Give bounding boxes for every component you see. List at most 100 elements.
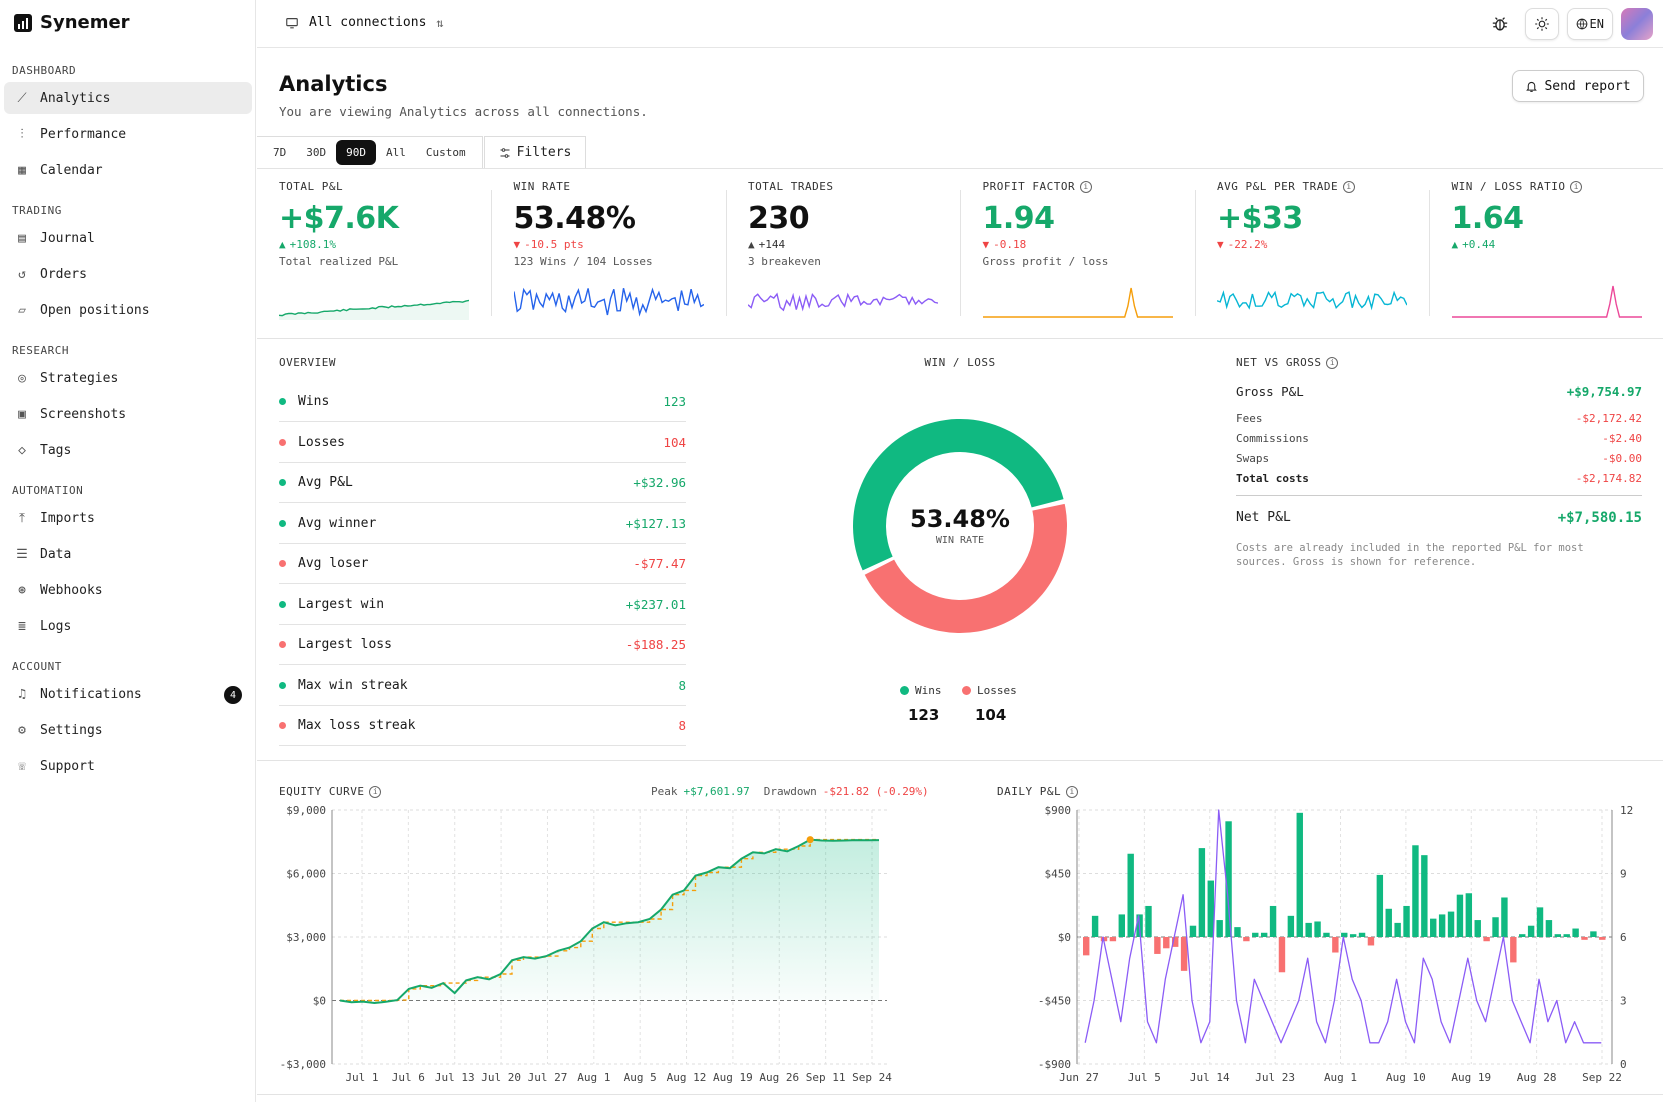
kpi-value: 53.48%: [513, 201, 636, 236]
sidebar-item-performance[interactable]: ⫶ Performance: [4, 118, 252, 150]
cost-label: Commissions: [1236, 432, 1309, 445]
daily-bar[interactable]: [1260, 932, 1268, 937]
daily-bar[interactable]: [1127, 853, 1134, 937]
daily-bar[interactable]: [1501, 897, 1508, 937]
daily-bar[interactable]: [1394, 922, 1401, 937]
info-icon[interactable]: i: [369, 785, 382, 798]
range-option-30d[interactable]: 30D: [306, 146, 327, 159]
range-option-custom[interactable]: Custom: [425, 146, 466, 159]
info-icon[interactable]: i: [1326, 356, 1339, 369]
daily-bar[interactable]: [1216, 920, 1223, 937]
daily-bar[interactable]: [1252, 932, 1259, 937]
daily-bar[interactable]: [1447, 911, 1455, 937]
kpi-sparkline: [1451, 285, 1642, 318]
sidebar-item-journal[interactable]: ▤ Journal: [4, 222, 252, 254]
daily-bar[interactable]: [1545, 920, 1553, 937]
daily-bar[interactable]: [1234, 927, 1241, 937]
daily-bar[interactable]: [1278, 937, 1286, 973]
daily-bar[interactable]: [1171, 937, 1179, 947]
daily-bar[interactable]: [1572, 928, 1579, 937]
daily-bar[interactable]: [1554, 934, 1562, 937]
daily-bar[interactable]: [1349, 934, 1357, 937]
daily-bar[interactable]: [1519, 934, 1526, 937]
filters-button[interactable]: Filters: [484, 136, 586, 169]
cost-row: Fees -$2,172.42: [1236, 412, 1642, 425]
daily-bar[interactable]: [1109, 937, 1117, 942]
daily-bar[interactable]: [1305, 922, 1312, 937]
daily-bar[interactable]: [1385, 908, 1392, 937]
sidebar-item-analytics[interactable]: ⟋ Analytics: [4, 82, 252, 114]
daily-bar[interactable]: [1163, 937, 1170, 949]
range-option-7d[interactable]: 7D: [273, 146, 287, 159]
sidebar-item-webhooks[interactable]: ⊛ Webhooks: [4, 574, 252, 606]
sidebar-item-orders[interactable]: ↺ Orders: [4, 258, 252, 290]
daily-bar[interactable]: [1180, 937, 1188, 971]
sidebar-item-data[interactable]: ☰ Data: [4, 538, 252, 570]
peak-point[interactable]: [806, 836, 814, 844]
sidebar-item-logs[interactable]: ≣ Logs: [4, 610, 252, 642]
daily-title-text: DAILY P&L: [997, 785, 1062, 798]
sidebar-item-settings[interactable]: ⚙ Settings: [4, 714, 252, 746]
sidebar-item-calendar[interactable]: ▦ Calendar: [4, 154, 252, 186]
daily-bar[interactable]: [1358, 932, 1366, 937]
daily-bar[interactable]: [1332, 937, 1339, 953]
daily-bar[interactable]: [1243, 937, 1250, 942]
daily-bar[interactable]: [1465, 893, 1473, 937]
status-dot: [279, 600, 286, 608]
daily-bar[interactable]: [1225, 821, 1232, 937]
daily-bar[interactable]: [1198, 848, 1206, 937]
sidebar-item-strategies[interactable]: ◎ Strategies: [4, 362, 252, 394]
daily-bar[interactable]: [1456, 894, 1464, 937]
info-icon[interactable]: i: [1570, 180, 1583, 193]
daily-bar[interactable]: [1189, 925, 1197, 937]
daily-bar[interactable]: [1154, 937, 1161, 954]
app-logo[interactable]: Synemer: [14, 12, 130, 33]
daily-bar[interactable]: [1438, 914, 1446, 937]
daily-bar[interactable]: [1590, 931, 1597, 937]
daily-bar[interactable]: [1118, 914, 1125, 937]
daily-bar[interactable]: [1314, 921, 1321, 937]
sidebar-item-imports[interactable]: ⤒ Imports: [4, 502, 252, 534]
daily-bar[interactable]: [1510, 937, 1517, 963]
user-avatar[interactable]: [1621, 8, 1653, 40]
range-option-90d[interactable]: 90D: [336, 140, 376, 165]
sidebar-item-screenshots[interactable]: ▣ Screenshots: [4, 398, 252, 430]
bug-report-button[interactable]: [1482, 8, 1517, 40]
daily-bar[interactable]: [1430, 918, 1437, 937]
sidebar-item-support[interactable]: ☏ Support: [4, 750, 252, 782]
language-button[interactable]: EN: [1566, 8, 1613, 40]
daily-bar[interactable]: [1296, 812, 1303, 937]
info-icon[interactable]: i: [1080, 180, 1093, 193]
daily-bar[interactable]: [1269, 905, 1277, 937]
daily-bar[interactable]: [1403, 905, 1410, 937]
daily-bar[interactable]: [1207, 880, 1214, 937]
daily-bar[interactable]: [1492, 917, 1499, 937]
daily-bar[interactable]: [1483, 937, 1490, 942]
range-option-all[interactable]: All: [386, 146, 406, 159]
daily-bar[interactable]: [1341, 932, 1348, 937]
connection-selector[interactable]: All connections ⇅: [285, 15, 444, 30]
daily-bar[interactable]: [1145, 905, 1152, 937]
daily-bar[interactable]: [1563, 934, 1570, 937]
daily-bar[interactable]: [1367, 937, 1375, 946]
theme-toggle-button[interactable]: [1524, 8, 1559, 40]
send-report-button[interactable]: Send report: [1512, 70, 1644, 102]
daily-bar[interactable]: [1083, 937, 1090, 956]
sidebar-item-tags[interactable]: ◇ Tags: [4, 434, 252, 466]
daily-bar[interactable]: [1536, 907, 1544, 937]
sidebar-item-notifications[interactable]: ♫ Notifications 4: [4, 678, 252, 710]
status-dot: [279, 560, 286, 567]
daily-bar[interactable]: [1581, 937, 1588, 940]
daily-bar[interactable]: [1527, 925, 1535, 937]
info-icon[interactable]: i: [1343, 180, 1356, 193]
daily-bar[interactable]: [1323, 932, 1330, 937]
daily-bar[interactable]: [1376, 874, 1384, 937]
sidebar-item-open-positions[interactable]: ▱ Open positions: [4, 294, 252, 326]
daily-bar[interactable]: [1421, 855, 1428, 937]
daily-bar[interactable]: [1599, 937, 1606, 940]
daily-bar[interactable]: [1091, 915, 1099, 937]
daily-bar[interactable]: [1474, 920, 1481, 937]
daily-bar[interactable]: [1412, 845, 1419, 937]
info-icon[interactable]: i: [1066, 785, 1079, 798]
daily-bar[interactable]: [1287, 915, 1295, 937]
